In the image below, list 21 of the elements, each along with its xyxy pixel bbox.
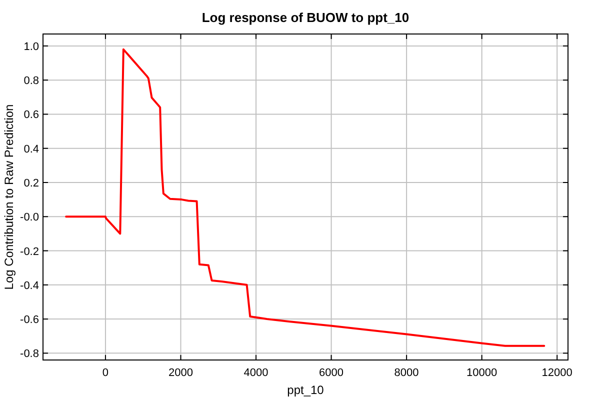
y-tick-label: -0.8 (20, 348, 39, 360)
x-tick-label: 0 (102, 367, 109, 379)
x-axis-title: ppt_10 (287, 383, 324, 397)
y-tick-label: 0.2 (24, 177, 39, 190)
y-tick-label: 0.4 (24, 143, 39, 156)
y-tick-label: 1.0 (24, 40, 39, 53)
y-tick-label: -0.4 (20, 280, 39, 292)
y-axis-title: Log Contribution to Raw Prediction (2, 104, 16, 290)
x-tick-label: 10000 (466, 367, 498, 379)
x-tick-label: 2000 (168, 367, 193, 379)
y-tick-label: -0.2 (20, 246, 39, 258)
x-tick-label: 6000 (319, 367, 344, 379)
chart-title: Log response of BUOW to ppt_10 (202, 10, 410, 25)
y-tick-label: 0.6 (24, 109, 39, 122)
y-tick-label: -0.6 (20, 314, 39, 326)
line-series (65, 48, 546, 347)
x-tick-label: 8000 (394, 367, 419, 379)
x-tick-label: 4000 (244, 367, 268, 379)
y-tick-label: 0.8 (24, 75, 39, 88)
x-tick-label: 12000 (542, 367, 572, 379)
y-tick-label: -0.0 (20, 212, 39, 224)
